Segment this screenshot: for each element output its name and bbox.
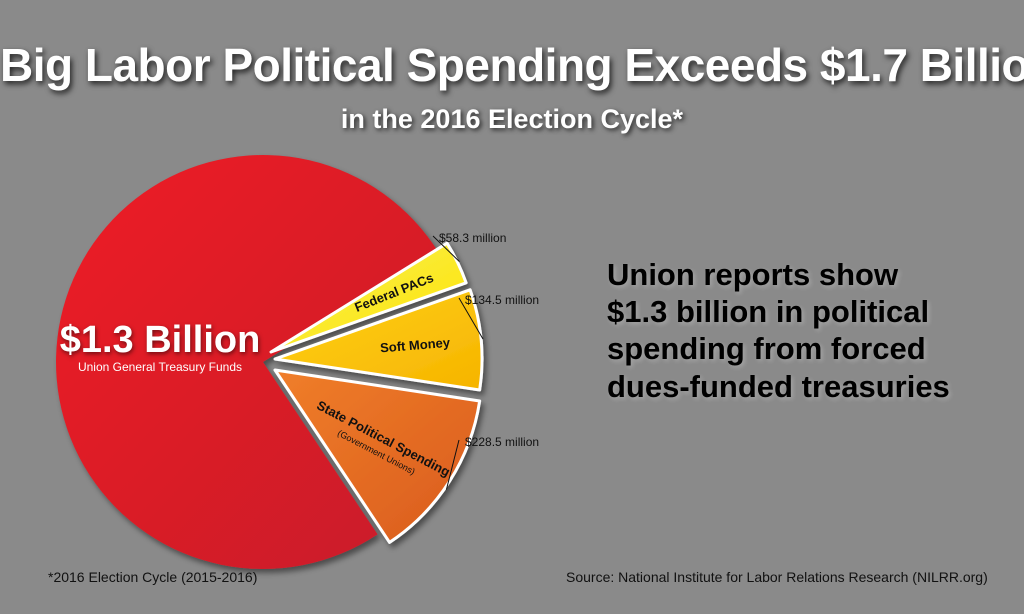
callout-line: dues-funded treasuries [607, 368, 950, 404]
slice-label: Soft Money [380, 335, 452, 356]
pie-slice [269, 241, 468, 354]
slice-label: $1.3 Billion [60, 319, 261, 361]
leader-line [458, 297, 484, 340]
callout-text: Union reports show $1.3 billion in polit… [607, 256, 1007, 405]
source-note: Source: National Institute for Labor Rel… [566, 569, 988, 585]
pie-slice [273, 368, 482, 544]
value-label: $228.5 million [465, 435, 539, 449]
value-label: $58.3 million [439, 231, 506, 245]
leader-line [432, 235, 460, 262]
chart-subtitle: in the 2016 Election Cycle* [340, 104, 684, 134]
callout-line: Union reports show [607, 257, 899, 292]
chart-title: Big Labor Political Spending Exceeds $1.… [0, 39, 1024, 91]
callout-line: spending from forced [607, 331, 926, 367]
slice-sublabel: Union General Treasury Funds [78, 360, 242, 374]
value-label: $134.5 million [465, 293, 539, 307]
pie-slice [273, 288, 484, 392]
pie-slice [56, 155, 440, 569]
footnote: *2016 Election Cycle (2015-2016) [48, 569, 258, 585]
leader-line [445, 439, 460, 490]
callout-line: $1.3 billion in political [607, 294, 930, 330]
